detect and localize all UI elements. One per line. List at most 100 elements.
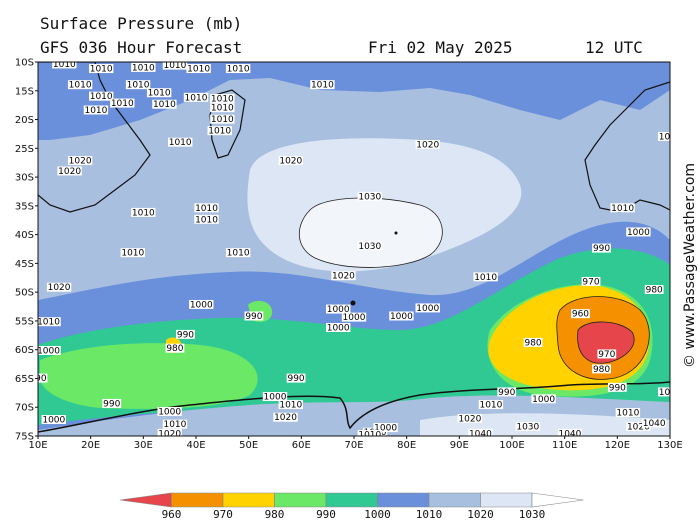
isobar-label: 1010: [611, 204, 634, 214]
band-1030: [298, 197, 443, 268]
isobar-label: 990: [593, 244, 610, 254]
isobar-label: 1000: [416, 304, 439, 314]
isobar-label: 980: [166, 344, 183, 354]
lon-label: 80E: [397, 440, 416, 451]
isobar-label-bg: [597, 349, 617, 359]
isobar-label: 1010: [163, 420, 186, 430]
legend-label: 960: [162, 508, 182, 521]
isobar-label-bg: [146, 88, 172, 98]
isobar-label-bg: [389, 311, 414, 321]
isobar-label-bg: [331, 271, 356, 281]
isobar-label: 1010: [163, 61, 186, 71]
isobar-label: 1000: [327, 305, 350, 315]
isobar-label: 1020: [416, 141, 439, 151]
lon-label: 50E: [239, 440, 258, 451]
longitude-axis: 10E 20E 30E 40E 50E 60E 70E 80E 90E 100E 110E 120E 1…: [28, 436, 683, 451]
isobar-label: 1010: [90, 92, 113, 102]
isobar-label-bg: [131, 62, 156, 72]
legend-swatch: [274, 492, 327, 508]
isobar-label-bg: [67, 156, 93, 166]
isobar-label: 1010: [132, 63, 155, 73]
isobar-label-bg: [186, 64, 211, 74]
isobar-label-bg: [523, 337, 543, 347]
isobar-label-bg: [38, 317, 61, 327]
kerguelen-island: [350, 300, 356, 306]
lon-label: 70E: [344, 440, 363, 451]
lon-label: 90E: [450, 440, 469, 451]
color-legend: 960 970 980 990 1000 1010 1020 1030: [119, 492, 584, 521]
isobar-label: 1010: [211, 104, 234, 114]
isobar-label-bg: [657, 131, 670, 141]
lat-label: 50S: [15, 288, 34, 299]
isobar-label: 1000: [42, 416, 65, 426]
isobar-label-bg: [557, 428, 583, 436]
isobar-label: 1010: [279, 401, 302, 411]
legend-swatch: [171, 492, 224, 508]
isobar-label: 1000: [264, 393, 287, 403]
isobar-label: 1020: [627, 422, 650, 432]
band-980-west: [40, 343, 258, 409]
isobar-label-bg: [626, 227, 651, 237]
lon-label: 10E: [28, 440, 47, 451]
legend-labels: 960 970 980 990 1000 1010 1020 1030: [162, 508, 546, 521]
forecast-date: Fri 02 May 2025: [368, 38, 513, 57]
isobar-label-bg: [262, 392, 288, 402]
isobar-label-bg: [225, 248, 251, 258]
australia-coast: [584, 81, 670, 213]
isobar-label-bg: [207, 126, 232, 136]
credit-text: © www.PassageWeather.com: [682, 163, 698, 368]
lat-label: 70S: [15, 403, 34, 414]
isobar-label: 990: [609, 383, 626, 393]
lat-label: 45S: [15, 259, 34, 270]
isobar-label: 1010: [111, 99, 134, 109]
isobar-label: 1020: [458, 414, 481, 424]
isobar-label: 1010: [227, 65, 250, 75]
isobar-label-bg: [157, 406, 182, 416]
isobar-label-bg: [83, 105, 109, 115]
lat-label: 30S: [15, 173, 34, 184]
isobar-label: 980: [593, 365, 610, 375]
isobar-label-bg: [531, 394, 556, 404]
isobar-label-bg: [357, 430, 382, 436]
isobar-label-bg: [341, 312, 367, 322]
isobar-label: 1020: [48, 283, 71, 293]
isobar-label: 1010: [227, 249, 250, 259]
isobar-label-bg: [210, 114, 235, 124]
isobar-label-bg: [157, 428, 182, 436]
isobar-label-bg: [278, 400, 303, 410]
legend-swatch: [325, 492, 378, 508]
isobar-label-bg: [468, 428, 493, 436]
isobar-label: 1010: [148, 89, 171, 99]
lon-label: 20E: [81, 440, 100, 451]
lat-label: 35S: [15, 201, 34, 212]
isobar-label-bg: [415, 140, 440, 150]
lat-label: 75S: [15, 432, 34, 443]
isobar-label: 1000: [627, 228, 650, 238]
isobar-label: 1040: [643, 419, 666, 429]
isobar-label: 1010: [69, 81, 92, 91]
legend-swatch: [531, 492, 584, 508]
isobar-label: 1040: [469, 429, 492, 439]
legend-label: 980: [265, 508, 285, 521]
isobar-label: 1010: [208, 127, 231, 137]
isobar-label-bg: [415, 303, 440, 313]
isobar-label: 1030: [358, 192, 381, 202]
legend-swatch: [377, 492, 430, 508]
isobar-label-bg: [89, 91, 114, 101]
isobar-label: 990: [177, 330, 194, 340]
isobar-label-bg: [131, 207, 156, 217]
isobar-label: 1030: [516, 422, 539, 432]
lat-label: 10S: [15, 58, 34, 69]
isobar-label: 102: [659, 132, 676, 142]
isobar-label-bg: [278, 156, 303, 166]
isobar-label-bg: [176, 329, 195, 339]
isobar-label: 990: [245, 312, 262, 322]
isobar-label-bg: [571, 309, 590, 319]
isobar-label-bg: [52, 62, 77, 69]
isobar-label-bg: [644, 285, 664, 295]
isobar-label-bg: [125, 80, 151, 90]
africa-coast: [38, 62, 151, 213]
map-title: Surface Pressure (mb): [40, 14, 243, 33]
isobar-label: 1000: [37, 346, 60, 356]
